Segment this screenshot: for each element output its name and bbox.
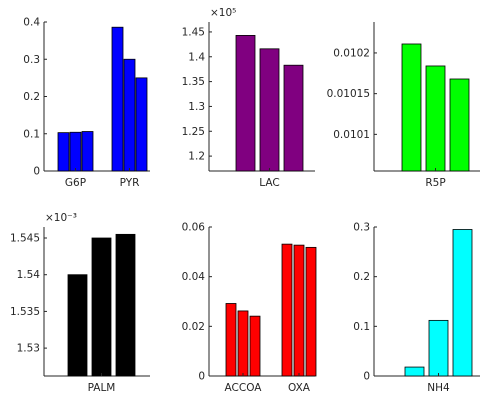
y-tick-label: 0.2 (23, 91, 40, 103)
bar-g6p-2 (69, 131, 82, 172)
y-tick-label: 0.02 (182, 321, 205, 333)
y-tick-label: 0 (33, 166, 40, 178)
y-tick-label: 1.45 (182, 26, 205, 38)
bar-g6p-3 (81, 131, 94, 172)
bar-nh4-1 (404, 366, 425, 377)
y-tick-label: 0.3 (23, 54, 40, 66)
category-label: PALM (88, 382, 116, 394)
bar-pyr-1 (111, 26, 124, 172)
bar-oxa-1 (281, 243, 293, 377)
y-tick-label: 1.25 (182, 126, 205, 138)
bar-palm-1 (67, 274, 88, 377)
y-tick-label: 0 (363, 371, 370, 383)
bar-accoa-3 (249, 315, 261, 377)
y-tick-label: 0.2 (353, 271, 370, 283)
chart-panel-5: 0 0.02 0.04 0.06 ACCOA OXA (182, 222, 317, 394)
bar-r5p-1 (401, 43, 422, 172)
bar-nh4-2 (428, 319, 449, 377)
category-label: G6P (65, 177, 86, 189)
category-label: R5P (425, 177, 445, 189)
chart-panel-4: 1.53 1.535 1.54 1.545 ×10⁻³ PALM (10, 212, 150, 394)
bar-oxa-3 (305, 246, 317, 377)
axis-exponent: ×10⁵ (210, 7, 236, 19)
bar-g6p-1 (57, 132, 70, 172)
bar-accoa-1 (225, 303, 237, 377)
bar-r5p-2 (425, 65, 446, 172)
bar-accoa-2 (237, 310, 249, 377)
chart-panel-1: 0 0.1 0.2 0.3 0.4 G6P PYR (23, 17, 150, 189)
bar-pyr-2 (123, 58, 136, 172)
bar-lac-3 (283, 64, 304, 172)
y-tick-label: 0.01015 (327, 88, 370, 100)
bar-palm-3 (115, 233, 136, 377)
chart-panel-6: 0 0.1 0.2 0.3 NH4 (353, 222, 480, 394)
y-tick-label: 0.1 (23, 128, 40, 140)
bar-oxa-2 (293, 244, 305, 377)
y-tick-label: 0.0101 (333, 129, 370, 141)
y-tick-label: 1.53 (17, 343, 40, 355)
bar-nh4-3 (452, 229, 473, 377)
y-tick-label: 1.545 (10, 233, 40, 245)
y-tick-label: 0.04 (182, 271, 206, 283)
category-label: OXA (288, 382, 311, 394)
y-tick-label: 0.3 (353, 222, 370, 234)
chart-panel-3: 0.0101 0.01015 0.0102 R5P (327, 22, 480, 189)
category-label: ACCOA (225, 382, 263, 394)
category-label: LAC (259, 177, 279, 189)
y-tick-label: 1.35 (182, 76, 205, 88)
bar-lac-1 (235, 35, 256, 172)
y-tick-label: 1.535 (10, 306, 40, 318)
bar-r5p-3 (449, 78, 470, 172)
y-tick-label: 0.0102 (333, 47, 370, 59)
y-tick-label: 1.3 (188, 101, 205, 113)
y-tick-label: 0.06 (182, 222, 206, 234)
y-tick-label: 0.1 (353, 321, 370, 333)
chart-panel-2: 1.2 1.25 1.3 1.35 1.4 1.45 ×10⁵ LAC (182, 7, 315, 189)
bar-lac-2 (259, 48, 280, 172)
category-label: NH4 (427, 382, 450, 394)
bar-palm-2 (91, 237, 112, 377)
y-tick-label: 1.2 (188, 151, 205, 163)
axis-exponent: ×10⁻³ (45, 212, 77, 224)
y-tick-label: 0 (198, 371, 205, 383)
y-tick-label: 0.4 (23, 17, 40, 29)
y-tick-label: 1.54 (17, 269, 41, 281)
y-tick-label: 1.4 (188, 51, 205, 63)
category-label: PYR (120, 177, 140, 189)
bar-pyr-3 (135, 77, 148, 172)
